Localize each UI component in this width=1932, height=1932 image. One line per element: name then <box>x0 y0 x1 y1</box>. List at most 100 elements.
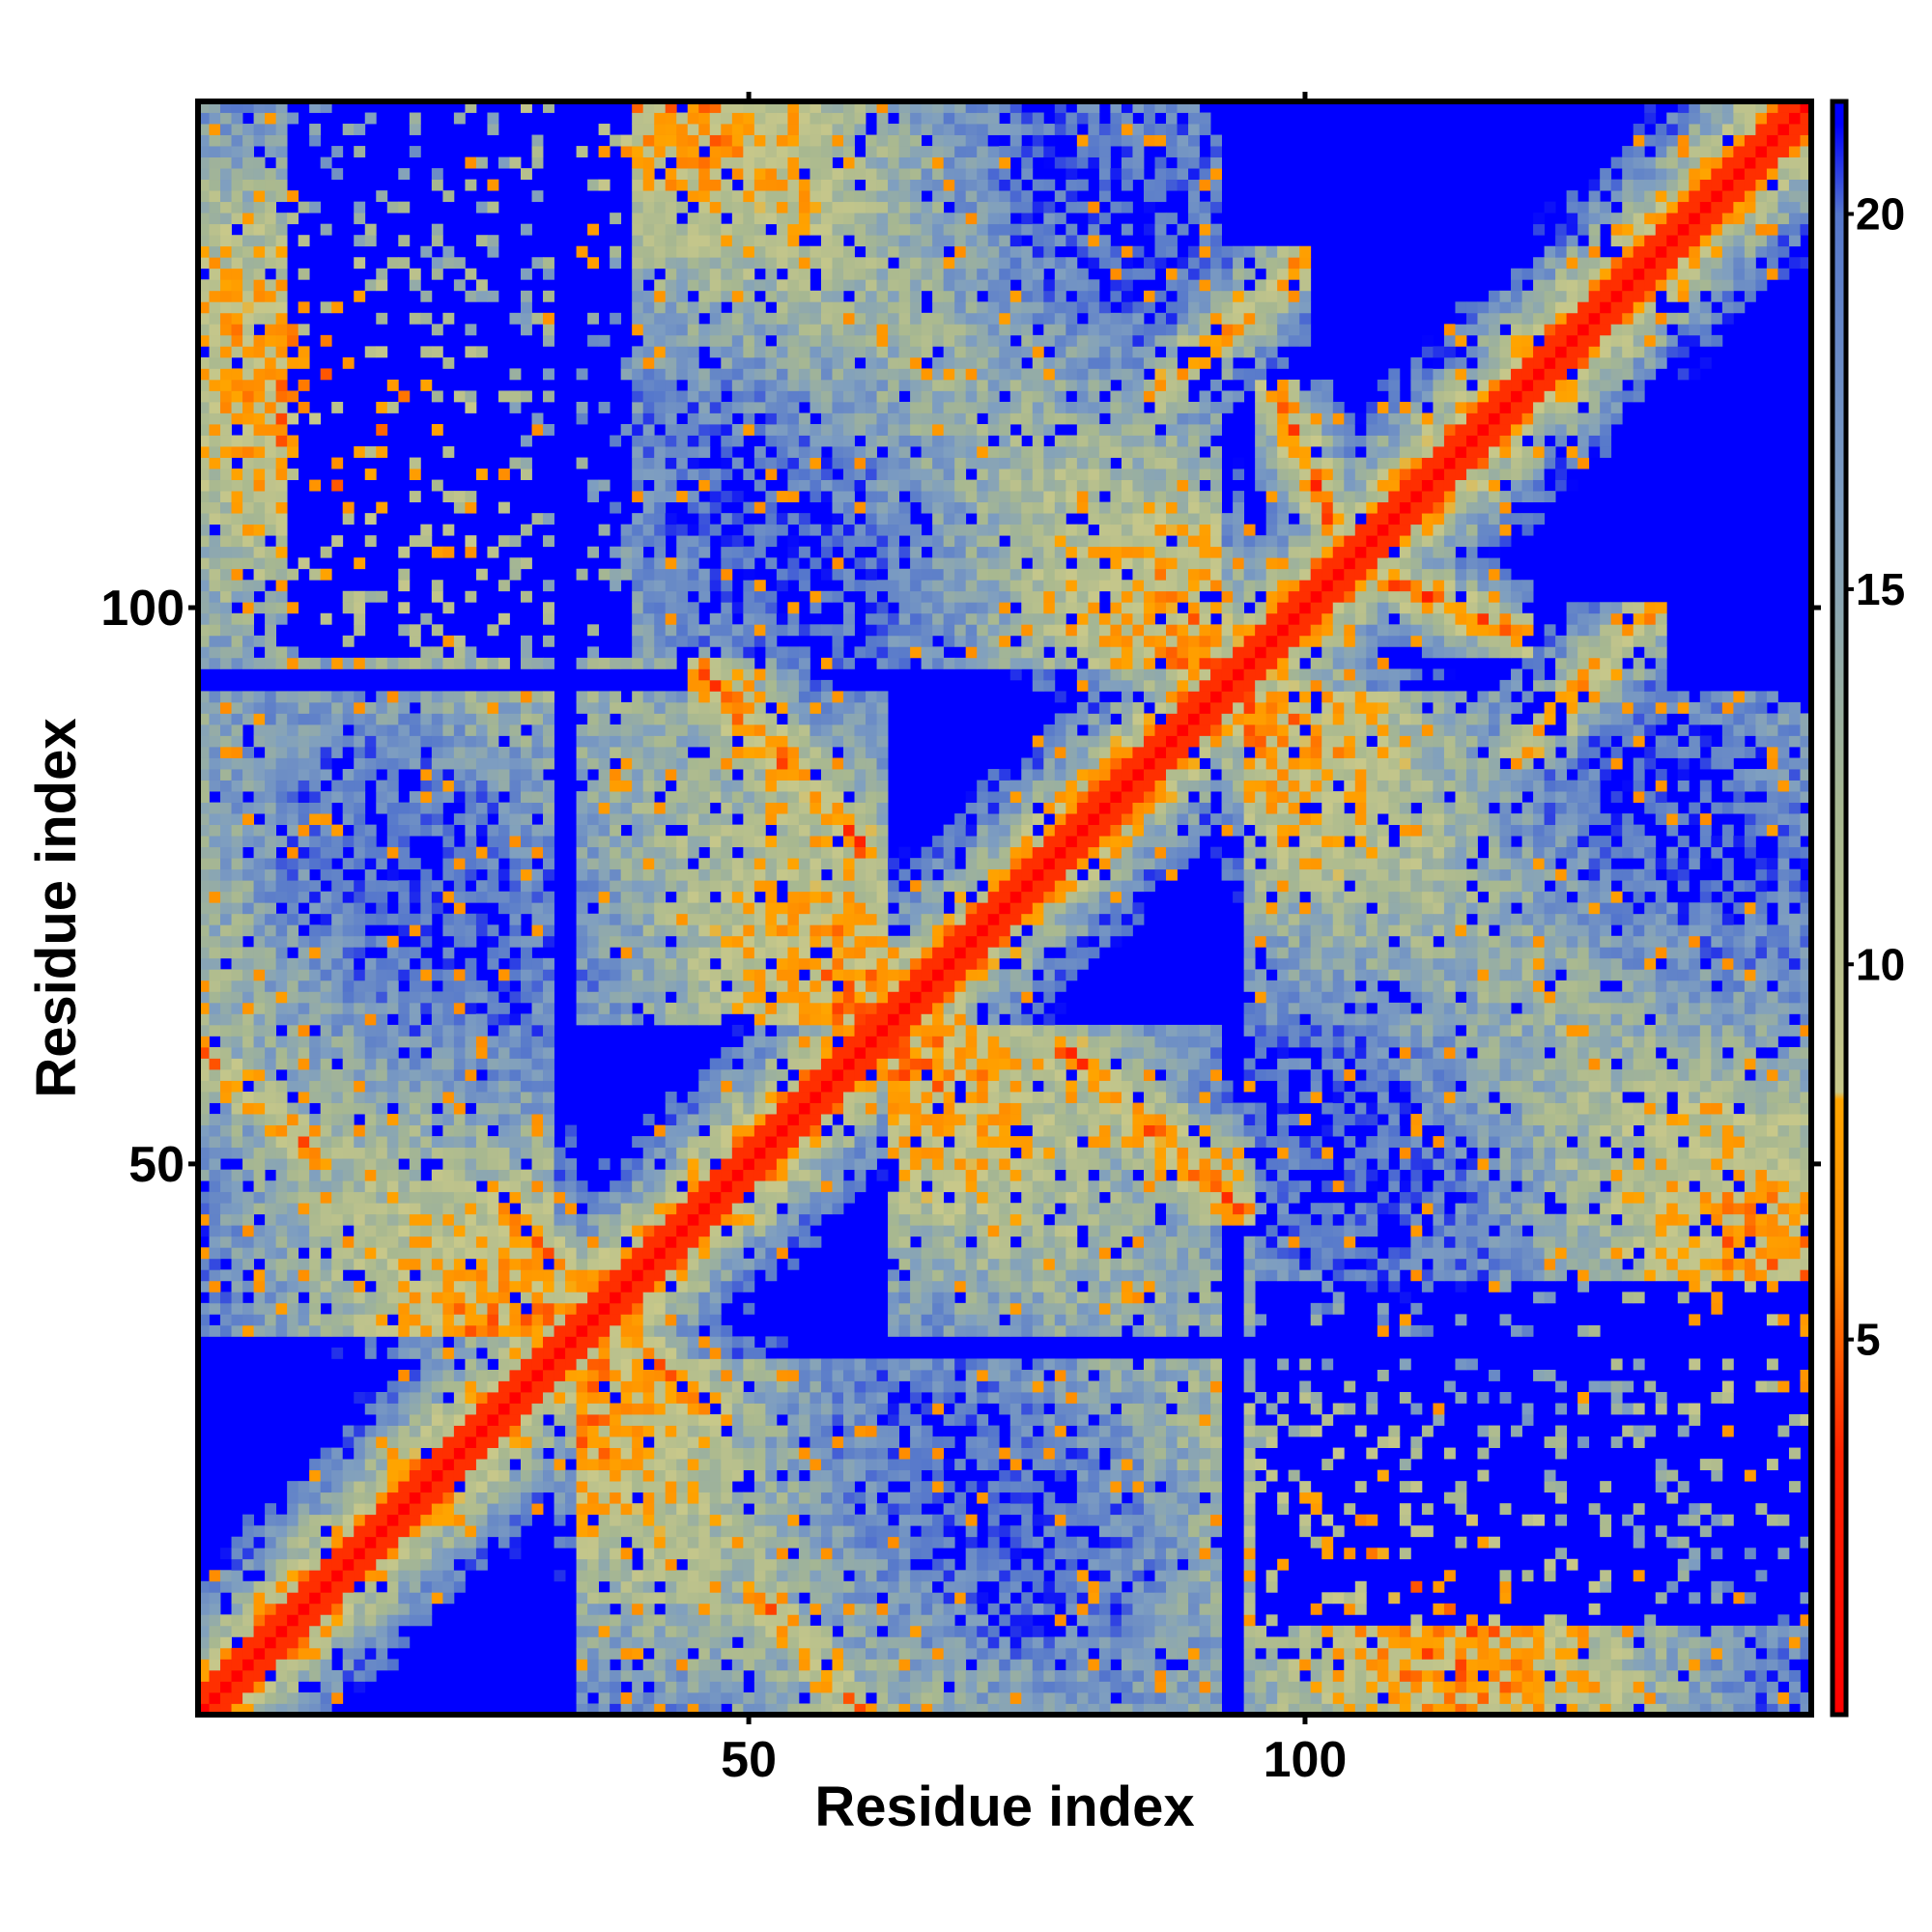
heatmap-cell <box>431 1548 443 1560</box>
heatmap-cell <box>265 1102 277 1115</box>
heatmap-cell <box>298 1124 310 1137</box>
heatmap-cell <box>465 1158 477 1171</box>
heatmap-cell <box>509 813 522 826</box>
heatmap-cell <box>698 134 711 147</box>
heatmap-cell <box>354 1536 366 1548</box>
heatmap-cell <box>287 334 299 347</box>
heatmap-cell <box>698 1403 711 1415</box>
heatmap-cell <box>465 1092 477 1103</box>
heatmap-cell <box>620 1592 633 1605</box>
heatmap-cell <box>721 1558 733 1571</box>
heatmap-cell <box>531 1403 544 1415</box>
heatmap-cell <box>475 1024 488 1037</box>
heatmap-cell <box>521 1247 532 1260</box>
heatmap-cell <box>431 646 443 659</box>
heatmap-cell <box>386 858 399 870</box>
heatmap-cell <box>231 1614 243 1627</box>
heatmap-cell <box>665 412 677 425</box>
heatmap-cell <box>287 1136 299 1149</box>
heatmap-cell <box>610 1558 622 1571</box>
heatmap-cell <box>509 1191 522 1204</box>
heatmap-cell <box>431 1092 443 1103</box>
heatmap-cell <box>442 769 455 781</box>
heatmap-cell <box>743 1414 755 1426</box>
heatmap-cell <box>465 657 477 669</box>
heatmap-cell <box>465 1392 477 1404</box>
heatmap-cell <box>320 1102 332 1115</box>
heatmap-cell <box>676 124 689 135</box>
heatmap-cell <box>642 1414 655 1426</box>
heatmap-cell <box>275 1558 288 1571</box>
heatmap-cell <box>576 1403 588 1415</box>
heatmap-cell <box>287 902 299 915</box>
heatmap-cell <box>743 1124 755 1137</box>
heatmap-cell <box>587 735 600 748</box>
heatmap-cell <box>642 223 655 236</box>
heatmap-cell <box>698 1669 711 1682</box>
heatmap-cells <box>198 101 1812 1716</box>
heatmap-cell <box>220 646 232 659</box>
heatmap-cell <box>242 802 254 814</box>
heatmap-cell <box>298 401 310 413</box>
heatmap-cell <box>231 156 243 169</box>
heatmap-cell <box>642 1614 655 1627</box>
heatmap-cell <box>265 179 277 191</box>
heatmap-cell <box>253 1659 266 1671</box>
heatmap-cell <box>743 1625 755 1637</box>
heatmap-cell <box>442 1102 455 1115</box>
heatmap-cell <box>676 1414 689 1426</box>
heatmap-cell <box>497 1369 510 1381</box>
heatmap-cell <box>442 1080 455 1093</box>
heatmap-cell <box>654 891 667 903</box>
heatmap-cell <box>721 935 733 948</box>
heatmap-cell <box>753 1114 766 1125</box>
heatmap-cell <box>753 279 766 292</box>
heatmap-cell <box>431 813 443 826</box>
heatmap-cell <box>721 813 733 826</box>
heatmap-cell <box>220 1124 232 1137</box>
heatmap-cell <box>309 1580 322 1593</box>
heatmap-cell <box>687 1703 699 1716</box>
heatmap-cell <box>509 991 522 1004</box>
heatmap-cell <box>198 1092 210 1103</box>
heatmap-cell <box>220 701 232 714</box>
heatmap-cell <box>431 991 443 1004</box>
heatmap-cell <box>620 1636 633 1649</box>
heatmap-cell <box>642 1169 655 1181</box>
heatmap-cell <box>687 880 699 893</box>
heatmap-cell <box>721 401 733 413</box>
heatmap-cell <box>632 701 644 714</box>
heatmap-cell <box>743 1536 755 1548</box>
heatmap-cell <box>497 1380 510 1393</box>
heatmap-cell <box>376 1436 388 1448</box>
heatmap-cell <box>676 780 689 792</box>
heatmap-cell <box>765 1380 778 1393</box>
heatmap-cell <box>364 235 377 247</box>
heatmap-cell <box>743 980 755 992</box>
heatmap-cell <box>731 902 744 915</box>
heatmap-cell <box>198 235 210 247</box>
heatmap-cell <box>309 1669 322 1682</box>
heatmap-cell <box>220 791 232 803</box>
heatmap-cell <box>642 1369 655 1381</box>
heatmap-cell <box>386 913 399 925</box>
heatmap-cell <box>275 134 288 147</box>
heatmap-cell <box>409 1002 421 1014</box>
heatmap-cell <box>709 1392 722 1404</box>
heatmap-cell <box>453 1124 466 1137</box>
heatmap-cell <box>253 913 266 925</box>
heatmap-cell <box>364 980 377 992</box>
heatmap-cell <box>665 769 677 781</box>
heatmap-cell <box>242 290 254 302</box>
heatmap-cell <box>676 858 689 870</box>
heatmap-cell <box>220 356 232 369</box>
heatmap-cell <box>665 379 677 391</box>
heatmap-cell <box>242 1324 254 1337</box>
heatmap-cell <box>265 290 277 302</box>
heatmap-cell <box>453 1203 466 1215</box>
heatmap-cell <box>642 201 655 213</box>
heatmap-cell <box>731 1570 744 1582</box>
heatmap-cell <box>475 1403 488 1415</box>
heatmap-cell <box>587 1358 600 1371</box>
heatmap-cell <box>376 1302 388 1315</box>
